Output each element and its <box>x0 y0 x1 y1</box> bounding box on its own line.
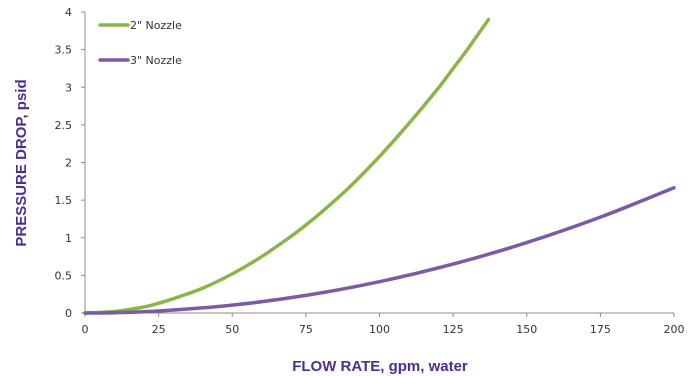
x-tick-label: 0 <box>82 323 89 336</box>
y-tick-label: 1 <box>65 232 72 245</box>
x-axis-title: FLOW RATE, gpm, water <box>292 358 468 375</box>
legend-label-2: 3" Nozzle <box>130 54 182 67</box>
legend: 2" Nozzle 3" Nozzle <box>98 19 182 67</box>
x-tick-label: 50 <box>225 323 239 336</box>
x-tick-label: 150 <box>516 323 537 336</box>
series-line-1 <box>83 17 491 315</box>
x-tick-label: 75 <box>299 323 313 336</box>
y-tick-label: 0.5 <box>55 269 73 282</box>
y-tick-label: 2.5 <box>55 119 73 132</box>
y-axis-ticks: 0 0.5 1 1.5 2 2.5 3 3.5 4 <box>55 6 85 320</box>
series-line-2 <box>83 186 676 315</box>
legend-label-1: 2" Nozzle <box>130 19 182 32</box>
y-tick-label: 3.5 <box>55 44 73 57</box>
x-tick-label: 175 <box>590 323 611 336</box>
x-tick-label: 25 <box>152 323 166 336</box>
x-axis-ticks: 0 25 50 75 100 125 150 175 200 <box>82 313 685 336</box>
y-tick-label: 2 <box>65 157 72 170</box>
x-tick-label: 200 <box>664 323 685 336</box>
x-tick-label: 100 <box>369 323 390 336</box>
y-tick-label: 1.5 <box>55 194 73 207</box>
series-layer <box>83 17 676 315</box>
y-tick-label: 3 <box>65 81 72 94</box>
x-tick-label: 125 <box>443 323 464 336</box>
y-tick-label: 4 <box>65 6 72 19</box>
y-tick-label: 0 <box>65 307 72 320</box>
y-axis-title: PRESSURE DROP, psid <box>13 79 30 246</box>
